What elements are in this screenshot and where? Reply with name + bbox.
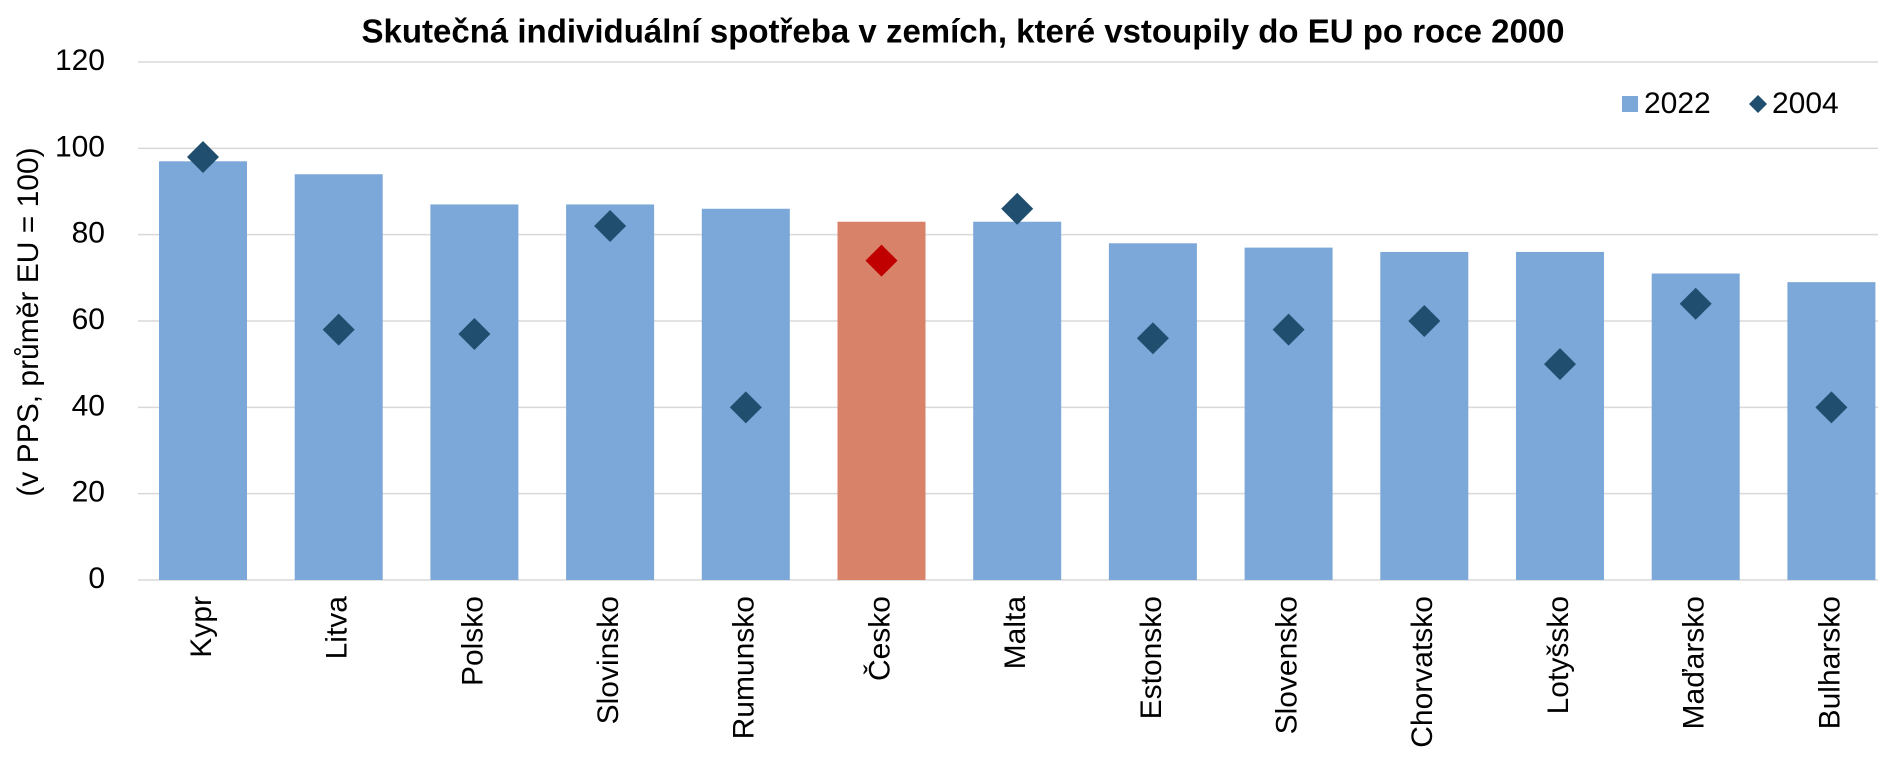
legend-label: 2004 [1772, 87, 1839, 120]
bar [1108, 243, 1197, 581]
bar [973, 221, 1062, 580]
y-tick-label: 100 [55, 130, 105, 163]
diamond-marker [1408, 305, 1441, 337]
x-tick-label: Rumunsko [728, 596, 761, 739]
y-tick-label: 60 [72, 303, 105, 336]
y-tick-label: 120 [55, 44, 105, 77]
diamond-marker [1001, 192, 1034, 225]
diamond-marker [1136, 322, 1169, 355]
bar [1380, 251, 1469, 580]
diamond-marker [1544, 348, 1576, 381]
bar [1651, 273, 1740, 580]
y-tick-label: 40 [72, 389, 105, 422]
diamond-marker [458, 317, 491, 350]
chart-title: Skutečná individuální spotřeba v zemích,… [361, 13, 1564, 50]
bar [1244, 247, 1333, 580]
x-tick-label: Česko [862, 596, 896, 681]
x-tick-label: Kypr [185, 596, 218, 658]
x-tick-label: Maďarsko [1678, 596, 1711, 729]
diamond-marker [1815, 391, 1848, 424]
bar [566, 204, 655, 580]
y-tick-label: 80 [72, 217, 105, 250]
x-tick-label: Malta [999, 596, 1032, 670]
diamond-marker [1679, 287, 1712, 320]
y-axis-title: (v PPS, průměr EU = 100) [12, 147, 45, 496]
bar [294, 174, 383, 580]
legend-label: 2022 [1644, 87, 1711, 120]
bar [1516, 251, 1604, 580]
diamond-marker [322, 313, 355, 346]
legend-swatch [1622, 96, 1638, 112]
x-tick-label: Chorvatsko [1406, 596, 1439, 748]
x-tick-label: Bulharsko [1813, 596, 1846, 729]
bar [837, 221, 926, 580]
diamond-marker [187, 140, 219, 173]
y-tick-label: 20 [72, 476, 105, 509]
bar [159, 161, 247, 581]
bar [430, 204, 519, 580]
x-tick-label: Slovensko [1271, 596, 1304, 734]
diamond-marker [865, 244, 898, 277]
x-tick-label: Polsko [456, 596, 489, 686]
bar [1787, 282, 1876, 580]
y-tick-label: 0 [88, 562, 105, 595]
legend-swatch [1749, 95, 1767, 113]
x-tick-label: Litva [321, 596, 354, 660]
diamond-marker [729, 391, 762, 424]
x-tick-label: Estonsko [1135, 596, 1168, 719]
diamond-marker [1272, 313, 1305, 346]
x-tick-label: Slovinsko [592, 596, 625, 724]
x-tick-label: Lotyšsko [1542, 596, 1575, 714]
diamond-marker [594, 210, 627, 243]
